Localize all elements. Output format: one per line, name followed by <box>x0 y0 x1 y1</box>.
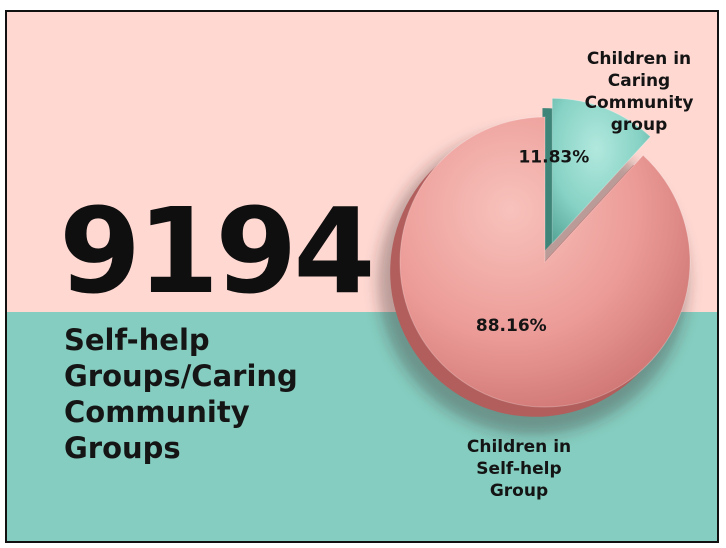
caption-line-4: Groups <box>64 431 181 465</box>
total-groups-caption: Self-help Groups/Caring Community Groups <box>64 322 344 466</box>
slice-category-label: Self-help <box>476 459 561 479</box>
pie-chart: 11.83%88.16%Children inCaringCommunitygr… <box>378 49 694 501</box>
pie-slice <box>551 97 652 245</box>
infographic-card: 9194 Self-help Groups/Caring Community G… <box>5 10 719 543</box>
slice-percent-label: 88.16% <box>476 316 547 336</box>
slice-category-label: group <box>611 115 668 135</box>
pie-slice <box>399 116 691 408</box>
total-groups-number: 9194 <box>59 182 375 320</box>
caption-line-3: Community <box>64 395 250 429</box>
slice-category-label: Children in <box>467 437 571 457</box>
slice-category-label: Children in <box>587 49 691 69</box>
slice-category-label: Caring <box>608 71 670 91</box>
slice-category-label: Community <box>585 93 694 113</box>
slice-category-label: Group <box>490 481 548 501</box>
caption-line-2: Groups/Caring <box>64 359 298 393</box>
caption-line-1: Self-help <box>64 323 210 357</box>
slice-percent-label: 11.83% <box>518 147 589 167</box>
